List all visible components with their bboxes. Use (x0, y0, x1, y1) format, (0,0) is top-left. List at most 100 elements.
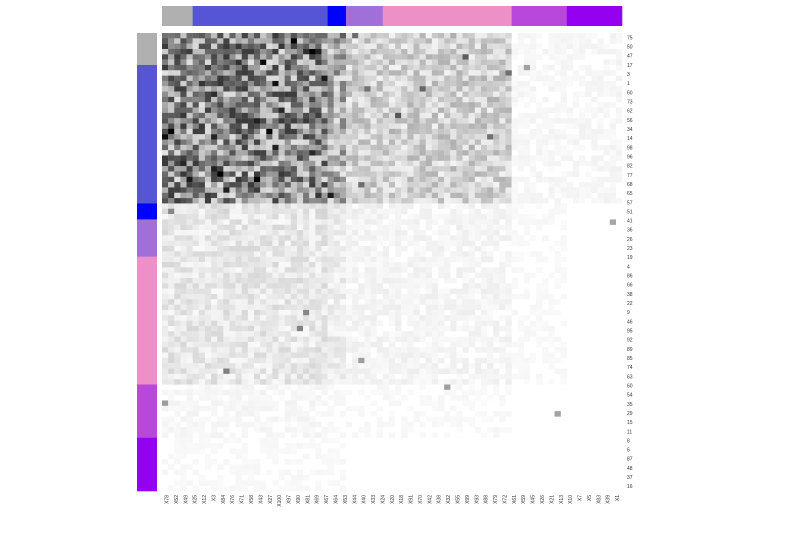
heatmap-cell (609, 150, 617, 156)
heatmap-cell (180, 347, 187, 353)
heatmap-cell (327, 96, 334, 103)
heatmap-cell (327, 347, 334, 353)
heatmap-cell (358, 352, 365, 359)
heatmap-cell (333, 144, 341, 151)
heatmap-cell (382, 230, 390, 236)
heatmap-cell (229, 389, 236, 396)
heatmap-cell (401, 123, 408, 130)
heatmap-cell (192, 33, 199, 39)
heatmap-cell (241, 272, 249, 279)
heatmap-cell (425, 299, 433, 305)
heatmap-cell (364, 80, 371, 87)
heatmap-cell (241, 96, 249, 103)
heatmap-cell (186, 421, 193, 428)
heatmap-cell (487, 203, 494, 209)
heatmap-cell (284, 416, 291, 422)
heatmap-cell (346, 160, 353, 167)
heatmap-cell (204, 80, 212, 87)
heatmap-cell (204, 86, 212, 92)
heatmap-cell (229, 336, 236, 343)
heatmap-cell (358, 176, 365, 183)
heatmap-cell (376, 107, 383, 114)
column-tick-label: X45 (531, 495, 537, 504)
heatmap-cell (382, 182, 390, 188)
heatmap-cell (333, 139, 341, 145)
heatmap-cell (254, 395, 261, 401)
heatmap-cell (284, 171, 291, 177)
heatmap-cell (517, 70, 525, 76)
heatmap-cell (591, 187, 598, 193)
heatmap-cell (260, 187, 267, 193)
heatmap-cell (241, 187, 249, 193)
heatmap-cell (431, 102, 439, 108)
heatmap-cell (339, 443, 347, 449)
heatmap-cell (480, 256, 488, 263)
heatmap-cell (615, 64, 623, 71)
heatmap-cell (487, 187, 494, 193)
heatmap-cell (309, 416, 316, 422)
column-tick-label: X1 (615, 495, 621, 501)
heatmap-cell (272, 293, 279, 300)
heatmap-cell (548, 54, 555, 60)
heatmap-cell (376, 70, 383, 76)
heatmap-cell (346, 277, 353, 284)
heatmap-cell (438, 379, 445, 385)
heatmap-cell (554, 107, 561, 114)
heatmap-cell (444, 134, 451, 140)
heatmap-cell (217, 139, 224, 145)
heatmap-cell (370, 144, 377, 151)
heatmap-cell (309, 272, 316, 279)
row-tick-label: 29 (627, 411, 633, 417)
heatmap-cell (296, 235, 304, 241)
heatmap-cell (376, 198, 383, 204)
heatmap-cell (327, 86, 334, 92)
heatmap-cell (609, 70, 617, 76)
heatmap-cell (174, 219, 181, 225)
heatmap-cell (266, 70, 273, 76)
heatmap-cell (346, 293, 353, 300)
heatmap-cell (260, 208, 267, 215)
heatmap-cell (247, 80, 255, 87)
heatmap-cell (211, 352, 218, 359)
heatmap-cell (174, 38, 181, 44)
heatmap-cell (168, 70, 175, 76)
heatmap-cell (260, 304, 267, 311)
heatmap-cell (198, 171, 206, 177)
heatmap-cell (468, 134, 475, 140)
heatmap-cell (425, 182, 433, 188)
heatmap-cell (278, 112, 285, 119)
heatmap-cell (272, 352, 279, 359)
heatmap-cell (542, 107, 549, 114)
heatmap-cell (536, 198, 543, 204)
heatmap-cell (162, 283, 169, 289)
heatmap-cell (229, 54, 236, 60)
heatmap-cell (241, 485, 249, 492)
heatmap-cell (560, 86, 567, 92)
heatmap-cell (290, 75, 298, 82)
heatmap-cell (162, 48, 169, 55)
heatmap-cell (272, 80, 279, 87)
heatmap-cell (333, 182, 341, 188)
heatmap-cell (211, 272, 218, 279)
heatmap-cell (217, 395, 224, 401)
heatmap-cell (579, 128, 586, 135)
heatmap-cell (321, 352, 328, 359)
heatmap-cell (217, 96, 224, 103)
heatmap-cell (192, 54, 199, 60)
heatmap-cell (284, 283, 291, 289)
heatmap-cell (585, 107, 592, 114)
heatmap-cell (450, 160, 457, 167)
heatmap-cell (235, 91, 242, 98)
heatmap-cell (358, 373, 365, 380)
heatmap-cell (523, 198, 531, 204)
heatmap-cell (198, 33, 206, 39)
heatmap-cell (309, 299, 316, 305)
heatmap-cell (511, 102, 518, 108)
heatmap-cell (217, 421, 224, 428)
heatmap-cell (266, 59, 273, 66)
heatmap-cell (425, 256, 433, 263)
heatmap-cell (560, 203, 567, 209)
heatmap-cell (315, 43, 322, 50)
heatmap-cell (530, 320, 537, 327)
heatmap-cell (333, 214, 341, 220)
